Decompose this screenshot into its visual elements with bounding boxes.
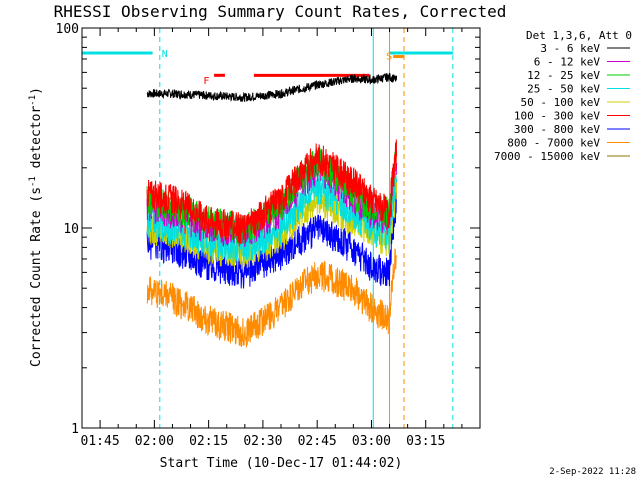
series-300-800-kev (146, 191, 398, 289)
x-tick-label-6: 03:15 (406, 434, 445, 449)
legend-label-0: 3 - 6 keV (540, 42, 600, 55)
x-axis-label: Start Time (10-Dec-17 01:44:02) (160, 456, 403, 471)
legend-label-6: 300 - 800 keV (514, 123, 600, 136)
series-800-7000-kev (146, 248, 398, 348)
x-tick-label-2: 02:15 (189, 434, 228, 449)
legend-label-1: 6 - 12 keV (534, 56, 601, 69)
y-axis-label-sup1: -1 (28, 176, 38, 187)
axes: 01:45 02:00 02:15 02:30 02:45 03:00 03:15 1 10 10… (56, 22, 480, 449)
y-axis-label-sup2: -1 (28, 95, 38, 106)
y-tick-label-1: 10 (63, 222, 79, 237)
chart-title: RHESSI Observing Summary Count Rates, Co… (54, 2, 507, 21)
plot-area: N F S (81, 28, 454, 428)
x-tick-label-4: 02:45 (298, 434, 337, 449)
x-tick-label-5: 03:00 (352, 434, 391, 449)
timestamp: 2-Sep-2022 11:28 (549, 467, 636, 477)
legend-label-3: 25 - 50 keV (527, 83, 600, 96)
series-12-25-kev (146, 141, 398, 244)
legend-label-4: 50 - 100 keV (521, 96, 601, 109)
y-axis-label-part3: ) (29, 87, 44, 95)
legend-label-5: 100 - 300 keV (514, 110, 600, 123)
y-axis-label-part1: Corrected Count Rate (s (29, 187, 44, 367)
series-3-6-kev (146, 72, 398, 102)
legend-label-8: 7000 - 15000 keV (494, 150, 600, 163)
legend-label-7: 800 - 7000 keV (507, 137, 600, 150)
flag-label-n: N (162, 49, 168, 60)
legend-title: Det 1,3,6, Att 0 (526, 29, 632, 42)
series-25-50-kev (146, 173, 398, 264)
series-100-300-kev (146, 139, 398, 244)
legend-label-2: 12 - 25 keV (527, 69, 600, 82)
y-axis-label: Corrected Count Rate (s-1 detector-1) (28, 87, 44, 367)
x-tick-label-0: 01:45 (81, 434, 120, 449)
flag-label-f: F (203, 76, 209, 87)
flag-label-s: S (386, 51, 392, 62)
y-axis-label-part2: detector (29, 106, 44, 177)
x-tick-label-3: 02:30 (243, 434, 282, 449)
y-tick-label-0: 1 (71, 422, 79, 437)
x-tick-label-1: 02:00 (135, 434, 174, 449)
y-tick-label-2: 100 (56, 22, 79, 37)
